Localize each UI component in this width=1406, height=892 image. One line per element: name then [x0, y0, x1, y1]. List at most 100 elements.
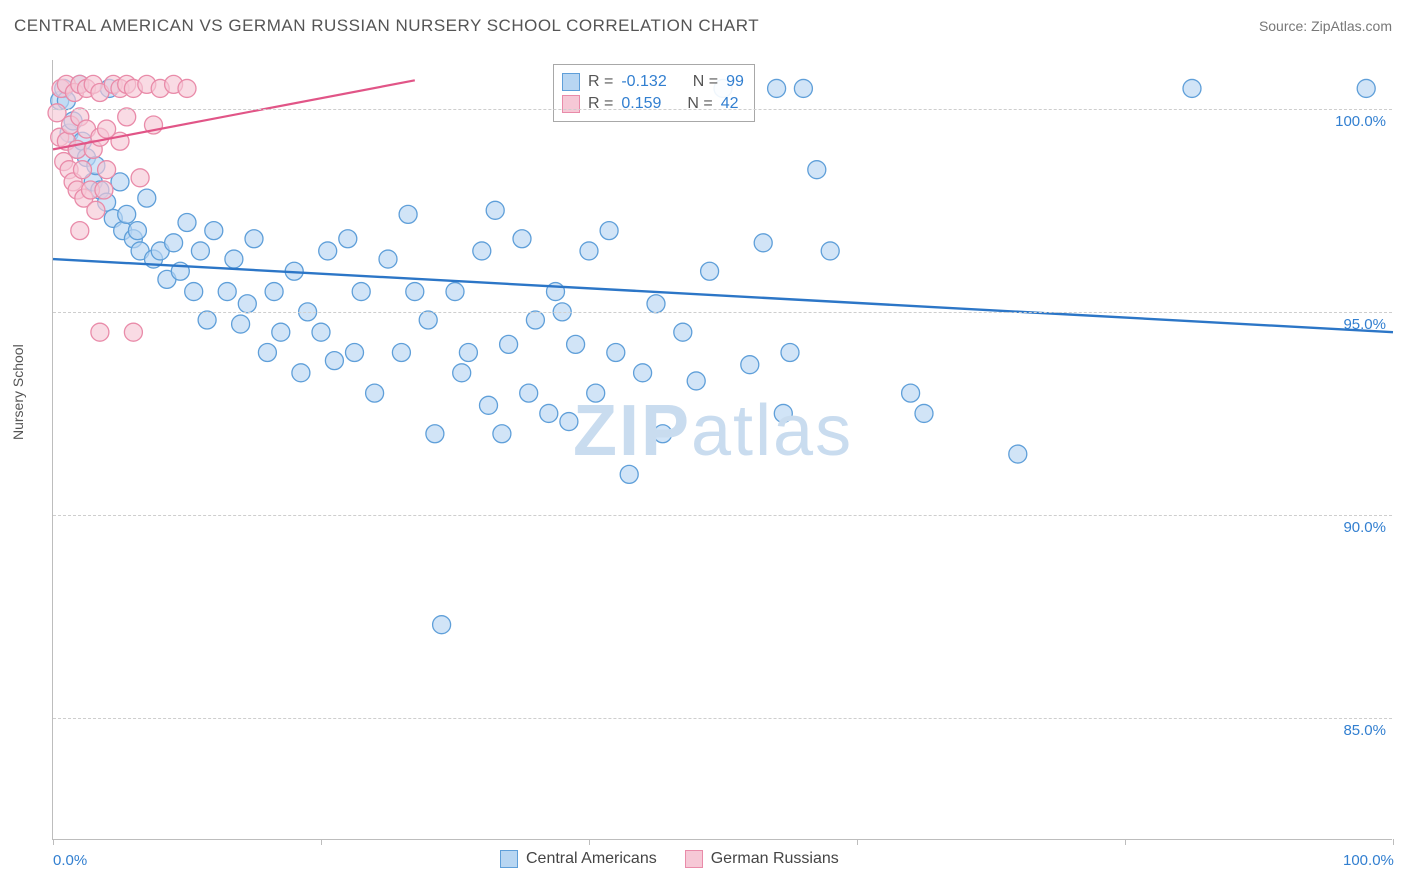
stats-r-val-1: -0.132 — [621, 71, 666, 93]
data-point — [98, 161, 116, 179]
x-tick — [857, 839, 858, 845]
y-tick-label: 85.0% — [1343, 722, 1386, 739]
data-point — [191, 242, 209, 260]
legend-item-2: German Russians — [685, 850, 839, 868]
data-point — [95, 181, 113, 199]
data-point — [392, 344, 410, 362]
data-point — [821, 242, 839, 260]
data-point — [292, 364, 310, 382]
x-tick — [53, 839, 54, 845]
data-point — [138, 189, 156, 207]
data-point — [87, 201, 105, 219]
data-point — [526, 311, 544, 329]
data-point — [459, 344, 477, 362]
stats-r-val-2: 0.159 — [621, 93, 661, 115]
data-point — [406, 283, 424, 301]
data-point — [741, 356, 759, 374]
data-point — [540, 404, 558, 422]
data-point — [754, 234, 772, 252]
chart-container: CENTRAL AMERICAN VS GERMAN RUSSIAN NURSE… — [0, 0, 1406, 892]
data-point — [366, 384, 384, 402]
data-point — [513, 230, 531, 248]
stats-row-2: R = 0.159 N = 42 — [562, 93, 744, 115]
data-point — [647, 295, 665, 313]
data-point — [91, 323, 109, 341]
trend-line — [53, 259, 1393, 332]
stats-n-val-2: 42 — [721, 93, 739, 115]
stats-row-1: R = -0.132 N = 99 — [562, 71, 744, 93]
x-tick-label: 100.0% — [1343, 852, 1393, 869]
data-point — [486, 201, 504, 219]
data-point — [258, 344, 276, 362]
data-point — [902, 384, 920, 402]
data-point — [687, 372, 705, 390]
data-point — [493, 425, 511, 443]
data-point — [118, 108, 136, 126]
data-point — [774, 404, 792, 422]
data-point — [325, 352, 343, 370]
data-point — [500, 335, 518, 353]
data-point — [319, 242, 337, 260]
y-axis-label: Nursery School — [10, 344, 26, 440]
data-point — [1183, 79, 1201, 97]
data-point — [346, 344, 364, 362]
scatter-svg — [53, 60, 1392, 839]
data-point — [915, 404, 933, 422]
data-point — [232, 315, 250, 333]
data-point — [245, 230, 263, 248]
data-point — [634, 364, 652, 382]
x-tick — [1125, 839, 1126, 845]
stats-n-val-1: 99 — [726, 71, 744, 93]
data-point — [808, 161, 826, 179]
plot-area: ZIPatlas R = -0.132 N = 99 R = 0.159 N =… — [52, 60, 1392, 840]
data-point — [312, 323, 330, 341]
stats-r-label-1: R = — [588, 71, 613, 93]
data-point — [654, 425, 672, 443]
data-point — [600, 222, 618, 240]
data-point — [399, 205, 417, 223]
data-point — [1009, 445, 1027, 463]
gridline — [53, 515, 1392, 516]
data-point — [674, 323, 692, 341]
data-point — [701, 262, 719, 280]
legend-label-2: German Russians — [711, 850, 839, 868]
data-point — [426, 425, 444, 443]
data-point — [560, 413, 578, 431]
y-tick-label: 90.0% — [1343, 519, 1386, 536]
data-point — [185, 283, 203, 301]
data-point — [473, 242, 491, 260]
x-tick-label: 0.0% — [53, 852, 87, 869]
data-point — [580, 242, 598, 260]
data-point — [218, 283, 236, 301]
data-point — [198, 311, 216, 329]
data-point — [453, 364, 471, 382]
legend: Central Americans German Russians — [500, 850, 839, 868]
gridline — [53, 718, 1392, 719]
data-point — [339, 230, 357, 248]
legend-swatch-1 — [500, 850, 518, 868]
data-point — [446, 283, 464, 301]
data-point — [794, 79, 812, 97]
stats-swatch-2 — [562, 95, 580, 113]
y-tick-label: 100.0% — [1335, 113, 1386, 130]
data-point — [480, 396, 498, 414]
data-point — [567, 335, 585, 353]
data-point — [73, 161, 91, 179]
data-point — [131, 169, 149, 187]
data-point — [124, 323, 142, 341]
data-point — [118, 205, 136, 223]
data-point — [128, 222, 146, 240]
data-point — [352, 283, 370, 301]
data-point — [520, 384, 538, 402]
stats-r-label-2: R = — [588, 93, 613, 115]
data-point — [178, 79, 196, 97]
stats-box: R = -0.132 N = 99 R = 0.159 N = 42 — [553, 64, 755, 122]
data-point — [265, 283, 283, 301]
x-tick — [321, 839, 322, 845]
y-tick-label: 95.0% — [1343, 316, 1386, 333]
data-point — [433, 616, 451, 634]
data-point — [419, 311, 437, 329]
data-point — [71, 222, 89, 240]
data-point — [620, 465, 638, 483]
data-point — [1357, 79, 1375, 97]
